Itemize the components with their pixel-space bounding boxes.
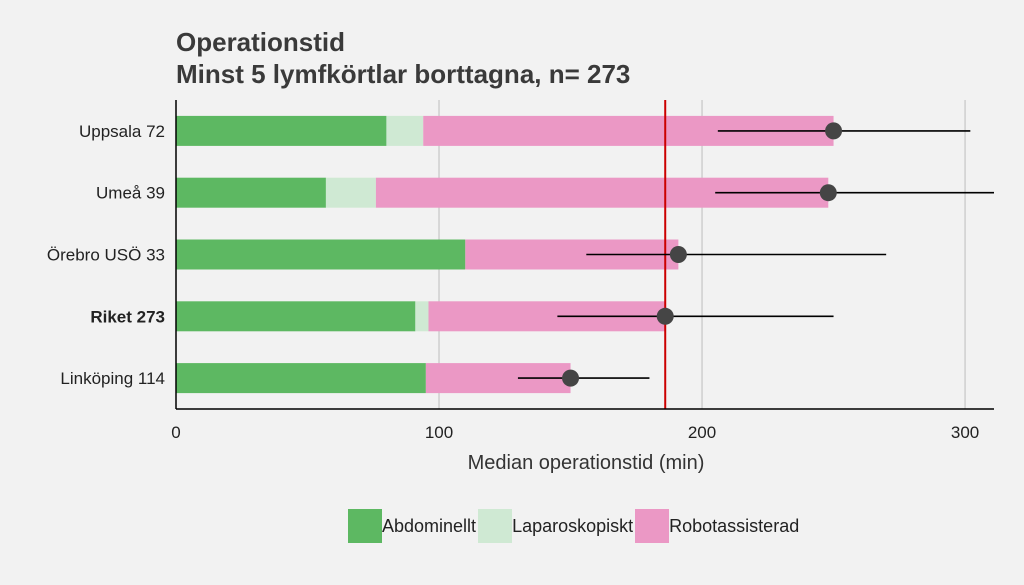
- legend-item-laparoskopiskt: Laparoskopiskt: [478, 509, 635, 543]
- x-axis-label: Median operationstid (min): [468, 452, 705, 474]
- bar-abdominellt: [176, 301, 416, 332]
- bar-abdominellt: [176, 363, 426, 394]
- error-bar-layer: [517, 122, 994, 387]
- chart-title: Operationstid Minst 5 lymfkörtlar bortta…: [176, 26, 630, 90]
- x-tick-label: 300: [951, 423, 979, 442]
- bar-abdominellt: [176, 115, 387, 146]
- bar-abdominellt: [176, 239, 466, 270]
- y-tick-label: Umeå 39: [96, 184, 165, 203]
- bar-abdominellt: [176, 177, 326, 208]
- median-point: [669, 246, 687, 263]
- chart-subtitle-line: Minst 5 lymfkörtlar borttagna, n= 273: [176, 59, 631, 89]
- legend-swatch-abdominellt: [348, 509, 382, 543]
- legend-item-abdominellt: Abdominellt: [348, 509, 478, 543]
- legend-item-robotassisterad: Robotassisterad: [635, 509, 801, 543]
- median-point: [656, 307, 674, 325]
- axis-layer: 0 100 200 300 Uppsala 72 Umeå 39 Örebro USÖ 33…: [47, 100, 994, 442]
- x-tick-label: 200: [688, 423, 716, 442]
- median-point: [819, 184, 837, 202]
- median-point: [562, 369, 580, 387]
- x-tick-label: 100: [425, 423, 453, 442]
- chart-title-line: Operationstid: [176, 27, 346, 57]
- y-tick-label: Örebro USÖ 33: [47, 246, 165, 265]
- legend-label-robotassisterad: Robotassisterad: [669, 515, 800, 536]
- bar-laparoskopiskt: [415, 301, 429, 332]
- legend-swatch-robotassisterad: [635, 509, 670, 543]
- bar-laparoskopiskt: [325, 177, 376, 208]
- y-tick-label: Uppsala 72: [79, 122, 165, 141]
- x-tick-label: 0: [171, 423, 180, 442]
- legend-label-abdominellt: Abdominellt: [382, 515, 477, 536]
- legend-swatch-laparoskopiskt: [478, 509, 513, 543]
- y-tick-label: Riket 273: [90, 307, 165, 326]
- bar-laparoskopiskt: [386, 115, 424, 146]
- y-tick-label: Linköping 114: [60, 369, 165, 388]
- median-point: [825, 122, 843, 140]
- legend-label-laparoskopiskt: Laparoskopiskt: [512, 515, 634, 536]
- legend: Abdominellt Laparoskopiskt Robotassister…: [348, 508, 801, 544]
